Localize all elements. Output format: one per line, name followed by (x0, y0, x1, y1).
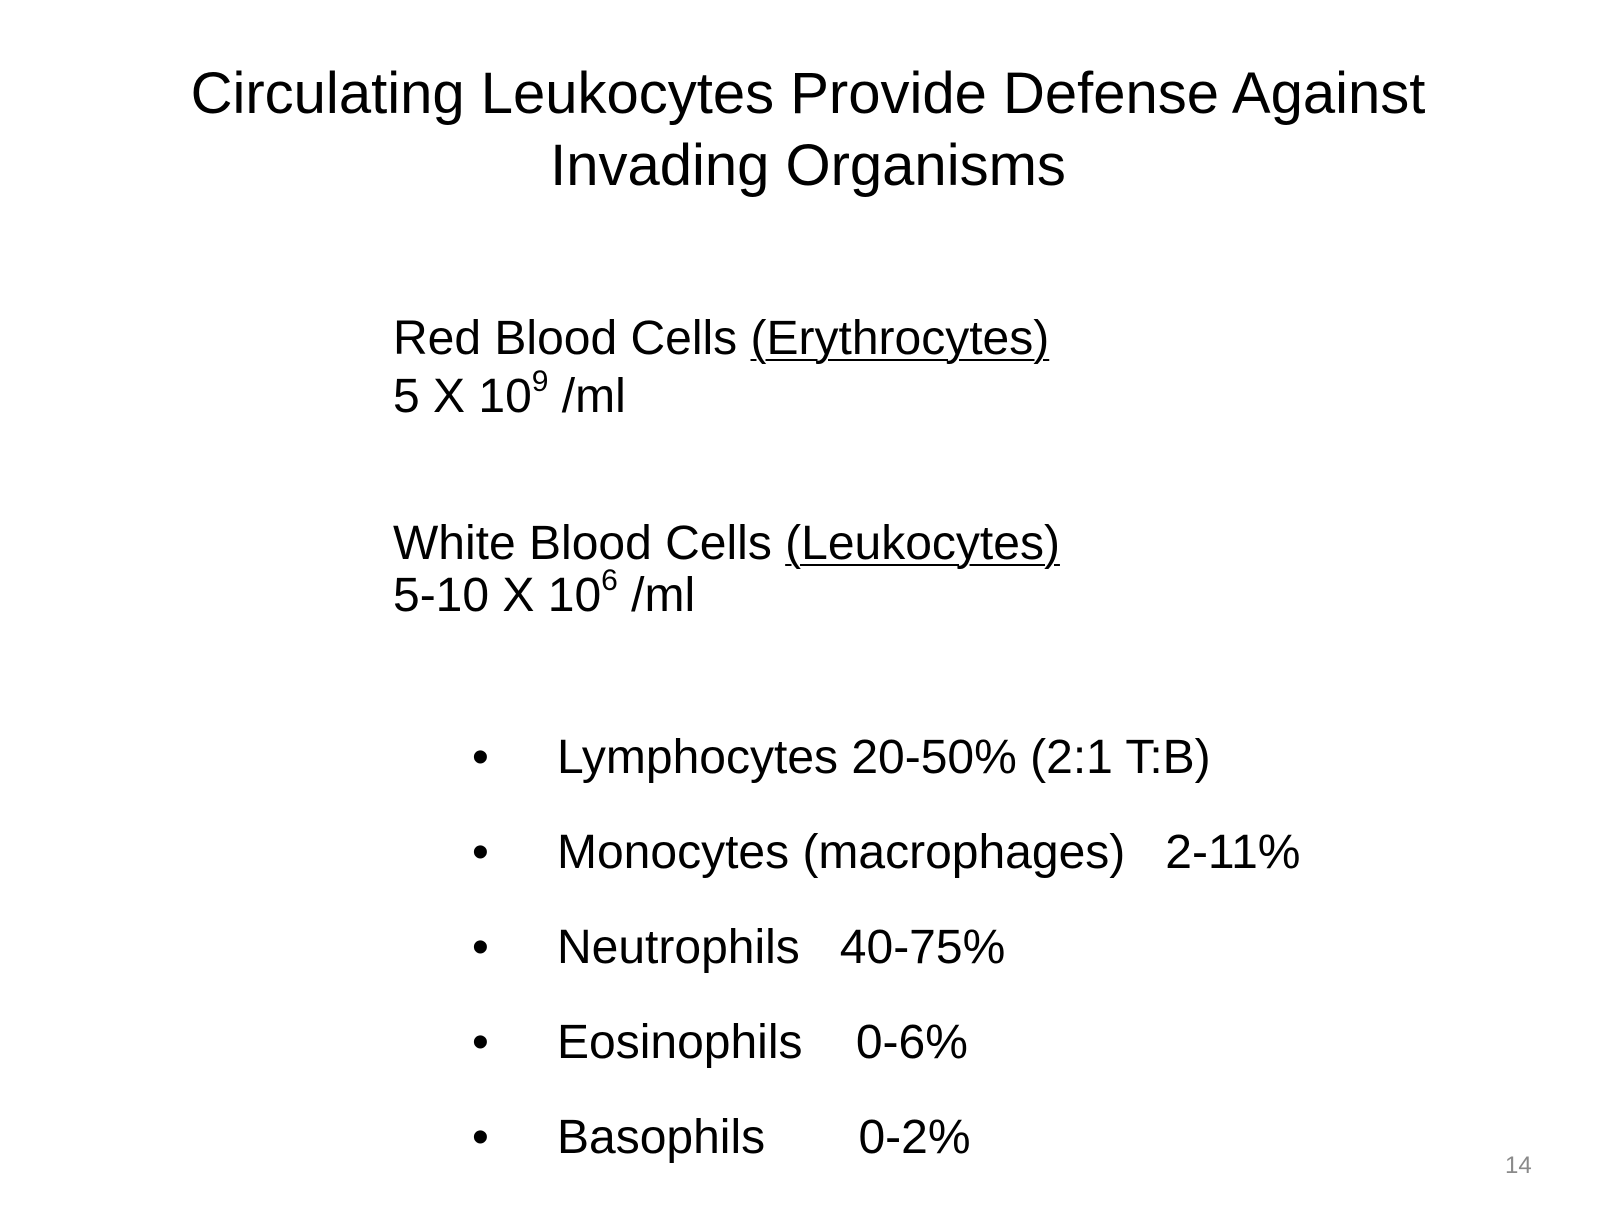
rbc-count-exponent: 9 (531, 365, 549, 398)
slide-title-line-1: Circulating Leukocytes Provide Defense A… (190, 61, 1426, 126)
wbc-term: (Leukocytes) (785, 517, 1060, 570)
rbc-count: 5 X 109 /ml (393, 365, 1049, 426)
list-item-text: Monocytes (macrophages) 2-11% (557, 826, 1301, 879)
bullet-icon: • (472, 826, 489, 879)
bullet-icon: • (472, 1016, 489, 1069)
rbc-heading: Red Blood Cells (Erythrocytes) (393, 310, 1049, 368)
wbc-count: 5-10 X 106 /ml (393, 564, 1060, 625)
white-blood-cells-block: White Blood Cells (Leukocytes) 5-10 X 10… (393, 515, 1060, 625)
list-item: • Lymphocytes 20-50% (2:1 T:B) (472, 730, 1300, 825)
wbc-count-base: 5-10 X 10 (393, 569, 602, 622)
list-item: • Monocytes (macrophages) 2-11% (472, 825, 1300, 920)
list-item-text: Neutrophils 40-75% (557, 921, 1006, 974)
wbc-label: White Blood Cells (393, 517, 786, 570)
rbc-count-base: 5 X 10 (393, 370, 532, 423)
wbc-count-exponent: 6 (601, 564, 618, 597)
rbc-label: Red Blood Cells (393, 312, 751, 365)
rbc-term: (Erythrocytes) (750, 312, 1050, 365)
list-item: • Eosinophils 0-6% (472, 1015, 1300, 1110)
red-blood-cells-block: Red Blood Cells (Erythrocytes) 5 X 109 /… (393, 310, 1049, 426)
list-item-text: Lymphocytes 20-50% (2:1 T:B) (557, 731, 1211, 784)
wbc-heading: White Blood Cells (Leukocytes) (393, 515, 1060, 573)
bullet-icon: • (472, 1111, 489, 1164)
slide-title: Circulating Leukocytes Provide Defense A… (0, 58, 1616, 202)
slide-title-line-2: Invading Organisms (550, 133, 1066, 198)
list-item-text: Basophils 0-2% (557, 1111, 971, 1164)
list-item: • Basophils 0-2% (472, 1110, 1300, 1205)
list-item-text: Eosinophils 0-6% (557, 1016, 968, 1069)
page-number: 14 (1505, 1152, 1532, 1179)
rbc-count-unit: /ml (548, 370, 626, 423)
bullet-icon: • (472, 731, 489, 784)
bullet-icon: • (472, 921, 489, 974)
list-item: • Neutrophils 40-75% (472, 920, 1300, 1015)
leukocyte-types-list: • Lymphocytes 20-50% (2:1 T:B) • Monocytes… (472, 730, 1300, 1205)
wbc-count-unit: /ml (617, 569, 696, 622)
